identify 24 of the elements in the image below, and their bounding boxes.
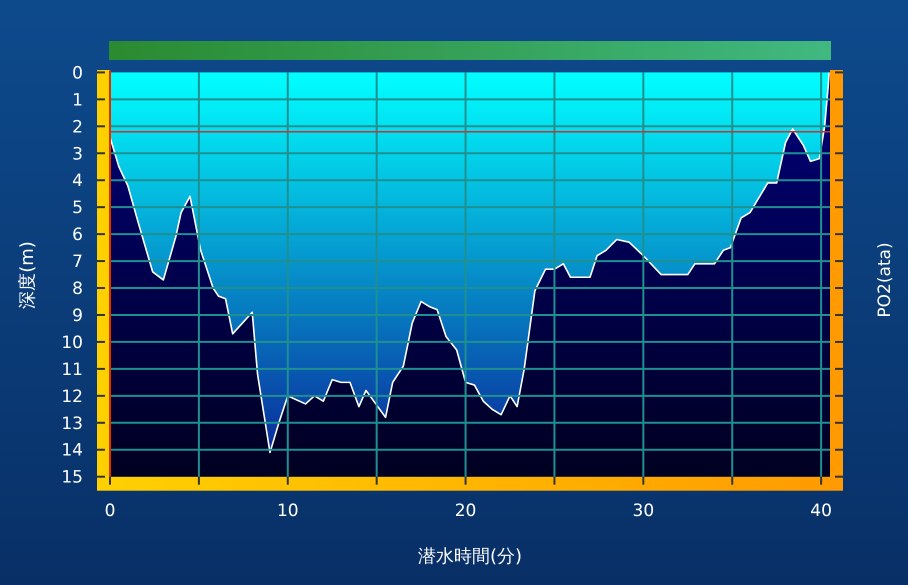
x-tick-label: 30 — [632, 501, 654, 521]
y-tick-label: 12 — [61, 386, 83, 407]
y-axis-title: 深度(m) — [17, 241, 38, 309]
y-tick-label: 7 — [72, 252, 83, 272]
y-tick-label: 6 — [72, 225, 83, 246]
x-tick-label: 40 — [810, 501, 832, 521]
y-tick-label: 5 — [72, 198, 83, 218]
y-tick-label: 8 — [72, 279, 83, 300]
x-tick-label: 0 — [104, 501, 116, 521]
y-tick-label: 1 — [72, 90, 83, 110]
y-tick-label: 10 — [61, 332, 83, 353]
y-tick-label: 4 — [72, 171, 83, 192]
y-tick-label: 15 — [61, 468, 83, 488]
y-tick-label: 13 — [61, 414, 83, 434]
y-tick-label: 0 — [72, 63, 83, 84]
x-tick-label: 20 — [454, 501, 476, 521]
y-tick-label: 9 — [72, 306, 83, 326]
y2-axis-title: PO2(ata) — [875, 242, 895, 318]
y-tick-label: 2 — [72, 117, 83, 138]
y-tick-label: 14 — [61, 440, 83, 461]
x-tick-label: 10 — [276, 501, 299, 521]
y-tick-label: 11 — [61, 360, 83, 380]
x-axis-title: 潜水時間(分) — [418, 546, 522, 567]
y-tick-label: 3 — [72, 144, 83, 164]
